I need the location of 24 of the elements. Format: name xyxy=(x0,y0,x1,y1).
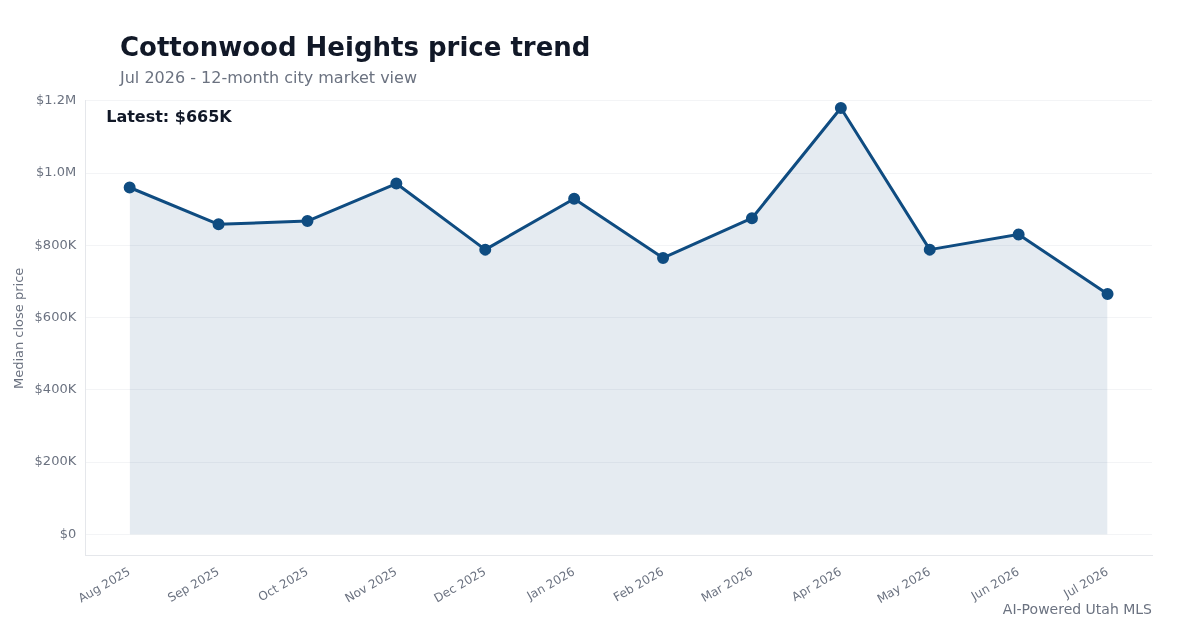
point xyxy=(1101,288,1114,301)
y-tick-label: $200K xyxy=(34,453,77,469)
y-axis-title: Median close price xyxy=(11,267,27,390)
y-tick-label: $800K xyxy=(34,236,77,252)
point xyxy=(568,192,581,205)
text: AI-Powered Utah MLS xyxy=(1002,601,1152,617)
point xyxy=(479,243,492,256)
y-tick-label: $1.2M xyxy=(36,92,77,108)
y-tick-label: $400K xyxy=(34,381,77,397)
y-tick-label: $600K xyxy=(34,308,77,324)
chart-title: Cottonwood Heights price trend xyxy=(120,32,591,62)
point xyxy=(1012,228,1025,241)
y-tick-label: $0 xyxy=(59,525,77,541)
point xyxy=(390,177,403,190)
point xyxy=(923,243,936,256)
annotation: Latest: $665K xyxy=(106,106,233,126)
point xyxy=(657,251,670,264)
y-tick-label: $1.0M xyxy=(36,164,77,180)
chart-subtitle: Jul 2026 - 12-month city market view xyxy=(120,68,417,87)
point xyxy=(301,215,314,228)
point xyxy=(834,102,847,115)
point xyxy=(123,181,136,194)
point xyxy=(212,218,225,231)
point xyxy=(745,212,758,225)
